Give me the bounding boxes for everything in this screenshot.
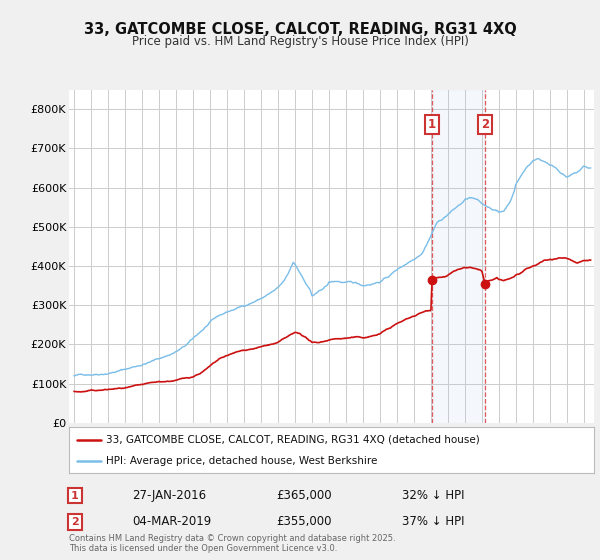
- Text: £355,000: £355,000: [276, 515, 331, 529]
- Text: £365,000: £365,000: [276, 489, 332, 502]
- Text: Price paid vs. HM Land Registry's House Price Index (HPI): Price paid vs. HM Land Registry's House …: [131, 35, 469, 48]
- Text: Contains HM Land Registry data © Crown copyright and database right 2025.
This d: Contains HM Land Registry data © Crown c…: [69, 534, 395, 553]
- Text: 2: 2: [481, 118, 489, 132]
- Text: HPI: Average price, detached house, West Berkshire: HPI: Average price, detached house, West…: [106, 456, 377, 466]
- Text: 04-MAR-2019: 04-MAR-2019: [132, 515, 211, 529]
- Bar: [432, 90, 485, 423]
- Text: 2: 2: [71, 517, 79, 527]
- Text: 33, GATCOMBE CLOSE, CALCOT, READING, RG31 4XQ (detached house): 33, GATCOMBE CLOSE, CALCOT, READING, RG3…: [106, 435, 479, 445]
- Text: 1: 1: [71, 491, 79, 501]
- Text: 27-JAN-2016: 27-JAN-2016: [132, 489, 206, 502]
- Text: 37% ↓ HPI: 37% ↓ HPI: [402, 515, 464, 529]
- Text: 33, GATCOMBE CLOSE, CALCOT, READING, RG31 4XQ: 33, GATCOMBE CLOSE, CALCOT, READING, RG3…: [83, 22, 517, 38]
- Text: 32% ↓ HPI: 32% ↓ HPI: [402, 489, 464, 502]
- Text: 1: 1: [428, 118, 436, 132]
